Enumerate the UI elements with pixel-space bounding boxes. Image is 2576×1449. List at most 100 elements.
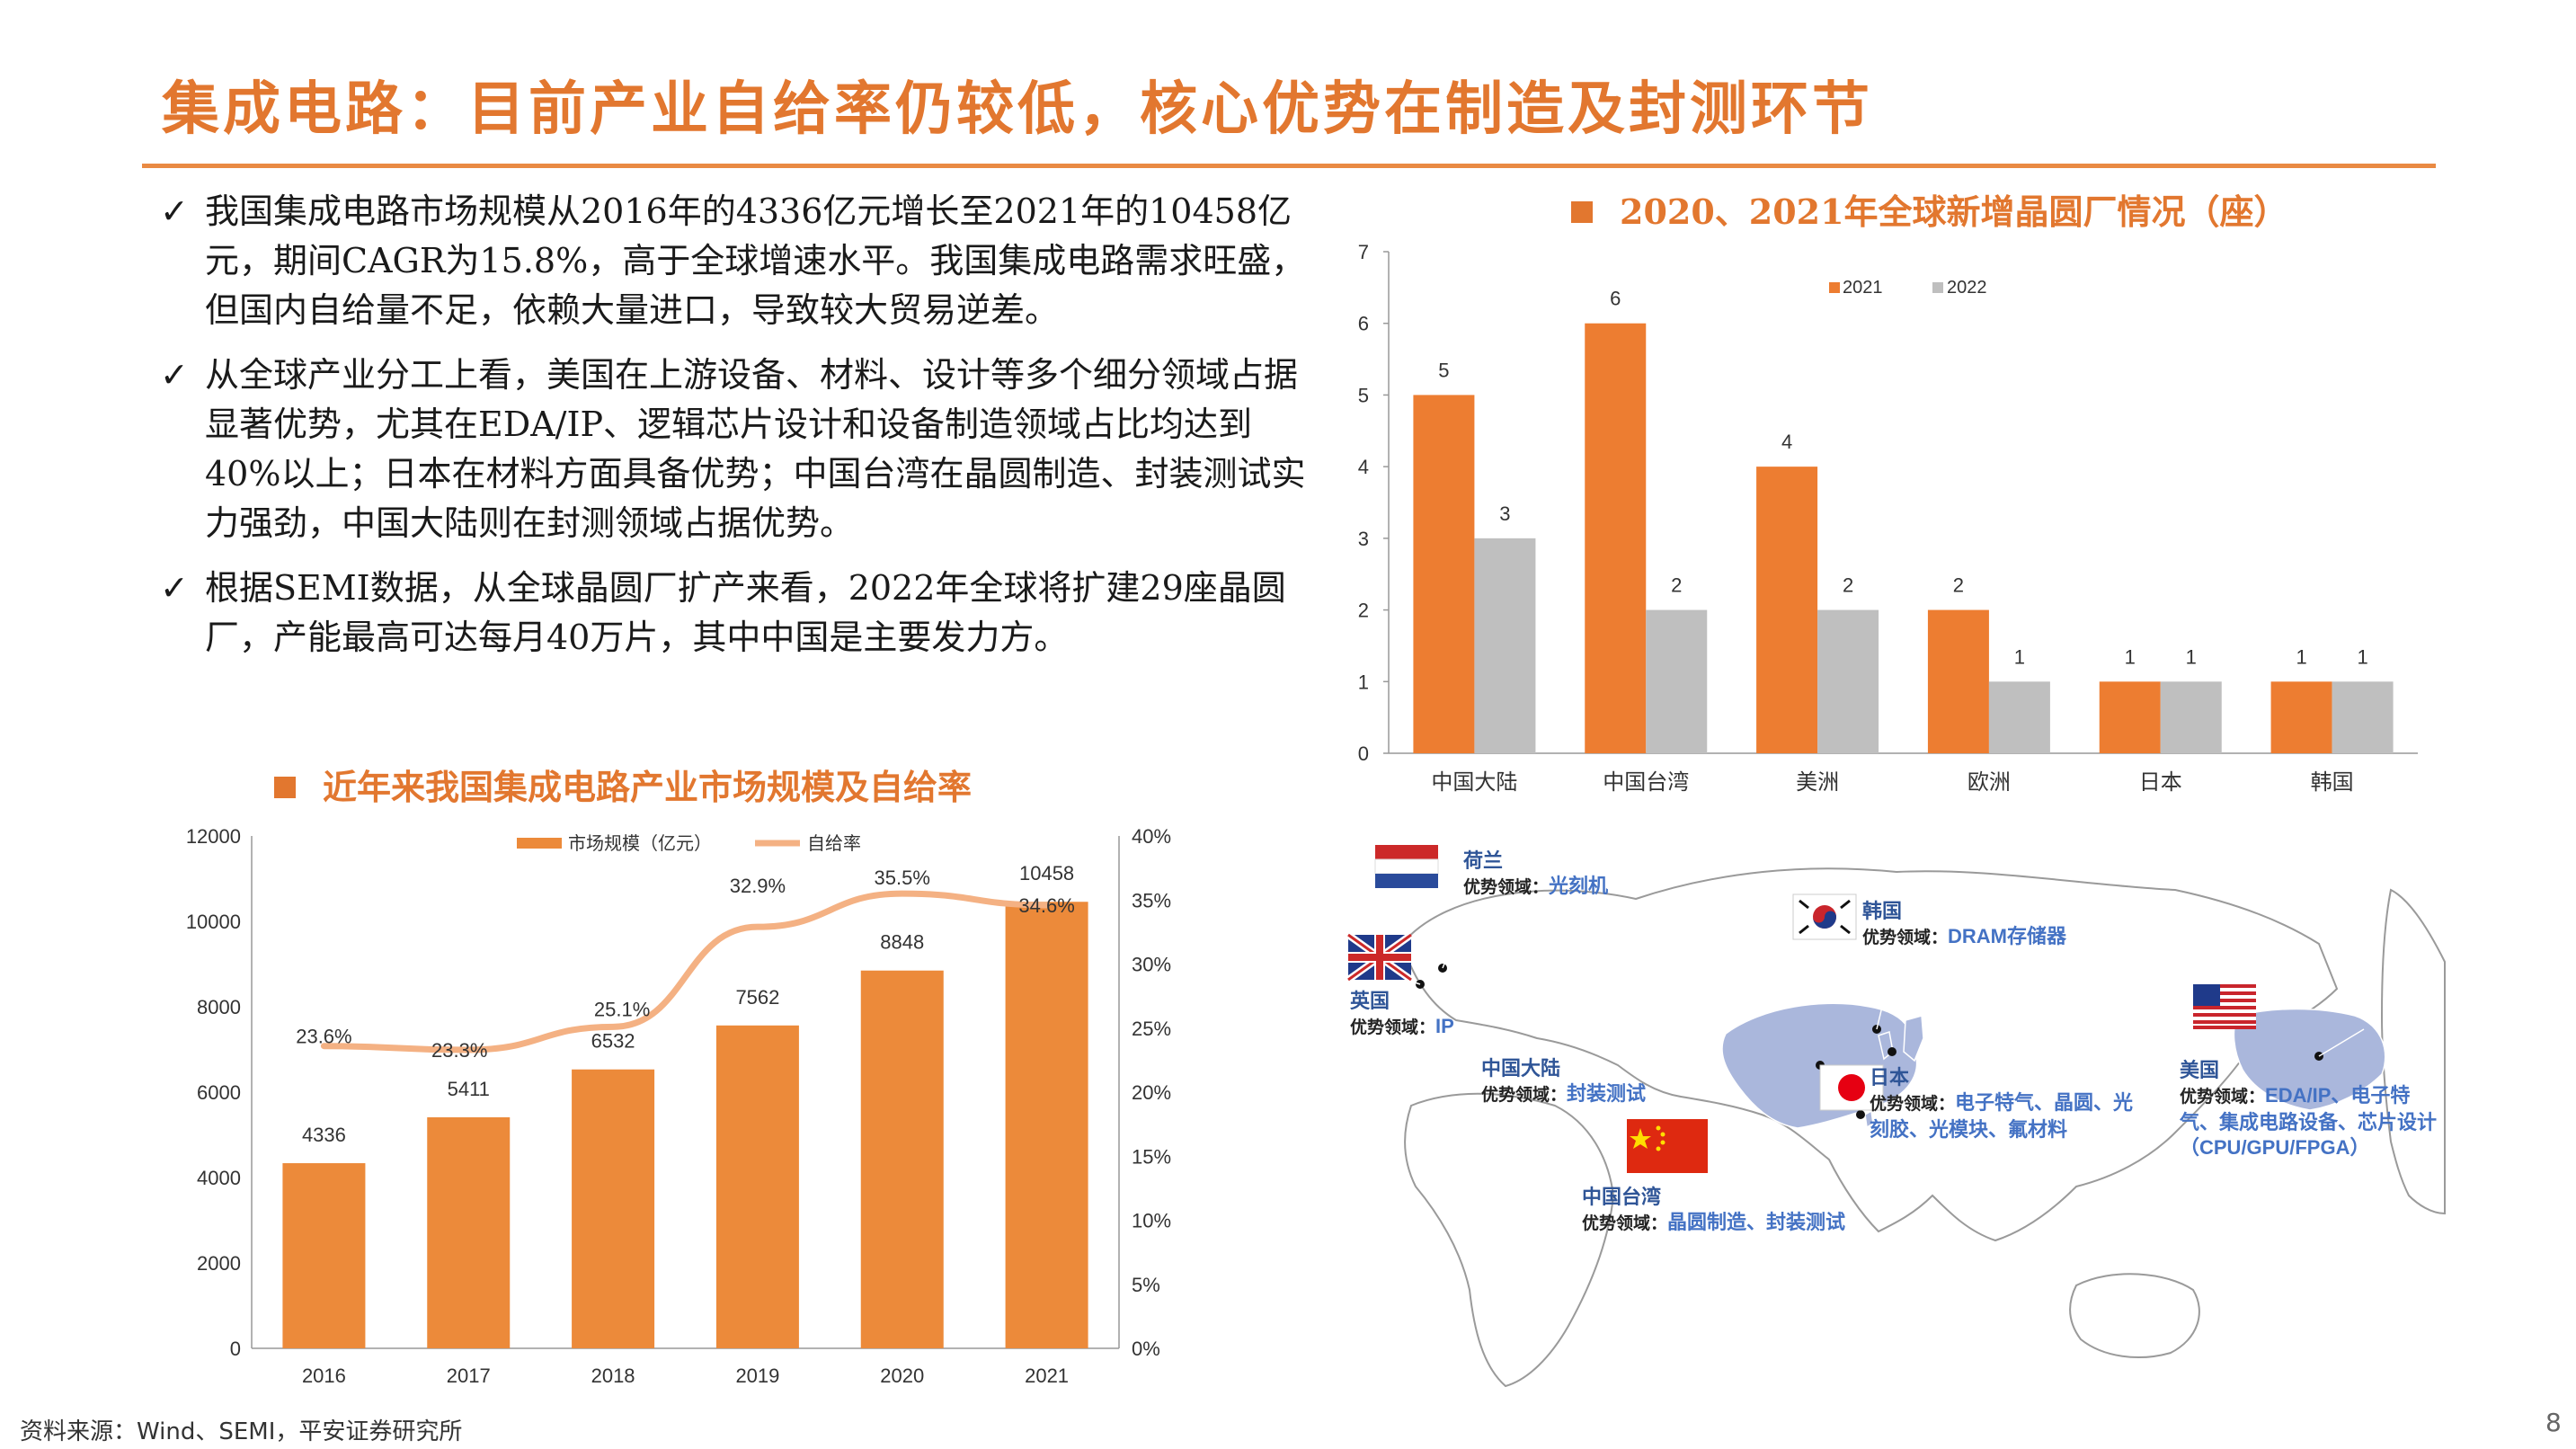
x-tick-label: 2019 [735,1365,779,1387]
legend-bar-swatch [517,838,562,849]
australia-outline [2069,1273,2200,1358]
region-label-china-mainland: 中国大陆 优势领域：封装测试 [1481,1056,1646,1108]
leader-line [2318,1028,2365,1057]
market-chart: 0 2000 4000 6000 8000 10000 12000 0% 5% 10% 15% 20%… [186,825,1171,1387]
region-name: 美国 [2180,1059,2220,1081]
bar-market-size [1005,902,1088,1348]
y-right-tick-label: 10% [1132,1210,1171,1232]
x-tick-label: 韩国 [2311,770,2354,795]
x-tick-label: 2020 [880,1365,924,1387]
legend-line-label: 自给率 [807,833,861,854]
y-tick-label: 5 [1358,384,1369,406]
uk-flag-icon [1346,931,1414,983]
north-america-outline [2380,888,2446,1215]
region-name: 中国大陆 [1481,1057,1561,1080]
netherlands-flag-icon [1374,845,1439,888]
y-left-tick-label: 8000 [197,996,241,1018]
bar-2022 [2160,681,2222,753]
bar-data-label: 1 [2125,645,2136,668]
world-map-panel: 荷兰 优势领域：光刻机 英国 优势领域：IP 韩国 优势领域：DRAM存储器 中… [1339,836,2454,1393]
japan-flag-icon [1819,1064,1884,1111]
advantage-key: 优势领域： [1862,929,1949,947]
advantage-value: 晶圆制造、封装测试 [1667,1211,1846,1233]
y-right-tick-label: 20% [1132,1081,1171,1104]
y-left-tick-label: 4000 [197,1167,241,1189]
bar-2022 [1817,609,1879,753]
bar-2022 [2332,681,2394,753]
legend-2022-swatch [1932,282,1943,293]
region-label-china-taiwan: 中国台湾 优势领域：晶圆制造、封装测试 [1582,1185,1845,1237]
y-right-tick-label: 5% [1132,1274,1160,1296]
bar-data-label: 4 [1781,431,1792,453]
region-name: 韩国 [1862,900,1903,922]
x-tick-label: 欧洲 [1968,770,2011,795]
korea-flag-icon [1792,893,1857,940]
y-left-tick-label: 12000 [186,825,241,848]
title-square-icon [1571,200,1593,223]
line-data-label: 32.9% [730,875,786,897]
advantage-value: 电子特气、晶圆、光刻胶、光模块、氟材料 [1870,1091,2134,1141]
x-tick-label: 中国台湾 [1603,770,1689,795]
x-tick-label: 2021 [1025,1365,1069,1387]
africa-outline [1404,1092,1615,1388]
bar-2022 [1646,609,1708,753]
y-left-tick-label: 10000 [186,911,241,933]
region-label-usa: 美国 优势领域：EDA/IP、电子特气、集成电路设备、芯片设计（CPU/GPU/… [2180,1058,2449,1160]
continent-outlines [1400,867,2446,1388]
advantage-key: 优势领域： [1350,1018,1436,1037]
y-right-tick-label: 35% [1132,889,1171,911]
line-data-label: 23.3% [431,1039,487,1062]
region-name: 英国 [1350,990,1390,1012]
bar-data-label: 1 [2186,645,2197,668]
bar-2021 [1413,395,1475,753]
bar-data-label: 2 [1671,574,1682,597]
y-tick-label: 2 [1358,600,1369,622]
bar-data-label: 6532 [591,1030,635,1053]
advantage-value: DRAM存储器 [1948,925,2067,947]
check-icon: ✓ [160,191,189,231]
y-left-tick-label: 0 [230,1338,241,1360]
bar-market-size [427,1116,511,1348]
advantage-key: 优势领域： [2180,1088,2266,1107]
legend-bar-label: 市场规模（亿元） [568,833,712,854]
check-icon: ✓ [160,355,189,395]
y-tick-label: 6 [1358,313,1369,335]
leader-line [1876,983,1888,1030]
bar-2021 [1585,323,1647,753]
bar-data-label: 3 [1499,502,1510,525]
bar-2022 [1474,538,1536,753]
bar-data-label: 5411 [448,1078,490,1100]
advantage-key: 优势领域： [1481,1086,1568,1105]
advantage-value: 封装测试 [1567,1082,1647,1105]
bullet-item: ✓ 从全球产业分工上看，美国在上游设备、材料、设计等多个细分领域占据显著优势，尤… [160,351,1319,548]
page-number: 8 [2545,1408,2562,1437]
europe-asia-outline [1400,867,2339,1242]
region-label-korea: 韩国 优势领域：DRAM存储器 [1862,899,2066,951]
market-chart-title: 近年来我国集成电路产业市场规模及自给率 [274,760,972,809]
bar-2021 [1756,467,1818,753]
legend-2022-label: 2022 [1947,278,1987,298]
y-tick-label: 1 [1358,671,1369,693]
line-data-label: 35.5% [875,867,930,889]
bar-data-label: 6 [1610,288,1621,310]
advantage-key: 优势领域： [1463,878,1550,897]
y-tick-label: 0 [1358,742,1369,765]
legend-2021-swatch [1829,282,1840,293]
bar-data-label: 5 [1438,359,1449,381]
check-icon: ✓ [160,568,189,608]
legend-2021-label: 2021 [1843,278,1883,298]
advantage-value: EDA/IP、电子特气、集成电路设备、芯片设计（CPU/GPU/FPGA） [2180,1084,2438,1159]
line-data-label: 23.6% [296,1026,351,1048]
y-right-tick-label: 0% [1132,1338,1160,1360]
bar-data-label: 1 [2296,645,2306,668]
fab-chart: 0 1 2 3 4 5 6 7 5 3 中国大陆 6 2 中国台湾 4 2 美洲 2 1 欧洲 1 1 日本 1 1 韩国 2021… [1358,241,2418,795]
y-tick-label: 7 [1358,241,1369,263]
self-sufficiency-line [320,890,1051,1053]
x-tick-label: 2016 [302,1365,346,1387]
title-underline [142,164,2436,168]
bar-2021 [1927,609,1989,753]
bar-2021 [2270,681,2332,753]
bullet-text: 根据SEMI数据，从全球晶圆厂扩产来看，2022年全球将扩建29座晶圆厂，产能最… [205,568,1286,657]
y-left-tick-label: 6000 [197,1081,241,1104]
bar-data-label: 8848 [880,931,924,954]
